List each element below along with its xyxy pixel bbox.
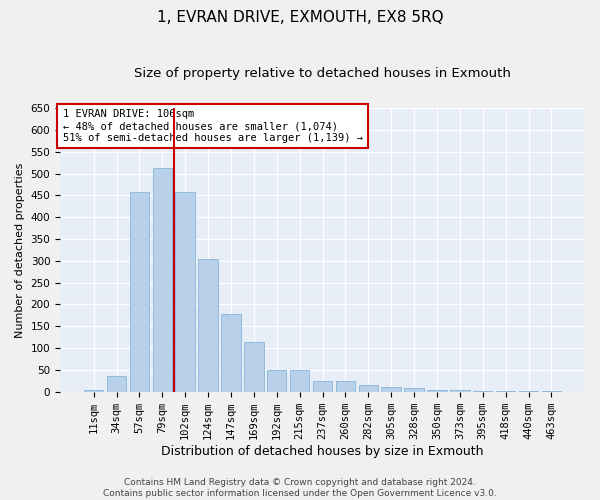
Bar xyxy=(199,258,218,392)
Bar xyxy=(221,314,241,392)
Title: Size of property relative to detached houses in Exmouth: Size of property relative to detached ho… xyxy=(134,68,511,80)
Bar xyxy=(450,390,470,392)
Bar xyxy=(335,381,355,392)
Bar xyxy=(290,370,310,392)
Bar xyxy=(130,192,149,392)
Bar xyxy=(244,342,263,392)
Bar xyxy=(404,388,424,392)
Bar xyxy=(152,168,172,392)
Bar xyxy=(313,381,332,392)
Bar xyxy=(267,370,286,392)
Bar xyxy=(473,391,493,392)
Bar xyxy=(84,390,103,392)
Bar xyxy=(496,391,515,392)
Bar xyxy=(359,385,378,392)
Y-axis label: Number of detached properties: Number of detached properties xyxy=(15,162,25,338)
Bar xyxy=(427,390,446,392)
Text: Contains HM Land Registry data © Crown copyright and database right 2024.
Contai: Contains HM Land Registry data © Crown c… xyxy=(103,478,497,498)
Bar xyxy=(382,388,401,392)
Text: 1, EVRAN DRIVE, EXMOUTH, EX8 5RQ: 1, EVRAN DRIVE, EXMOUTH, EX8 5RQ xyxy=(157,10,443,25)
Bar xyxy=(175,192,195,392)
Text: 1 EVRAN DRIVE: 106sqm
← 48% of detached houses are smaller (1,074)
51% of semi-d: 1 EVRAN DRIVE: 106sqm ← 48% of detached … xyxy=(62,110,362,142)
Bar xyxy=(107,376,126,392)
X-axis label: Distribution of detached houses by size in Exmouth: Distribution of detached houses by size … xyxy=(161,444,484,458)
